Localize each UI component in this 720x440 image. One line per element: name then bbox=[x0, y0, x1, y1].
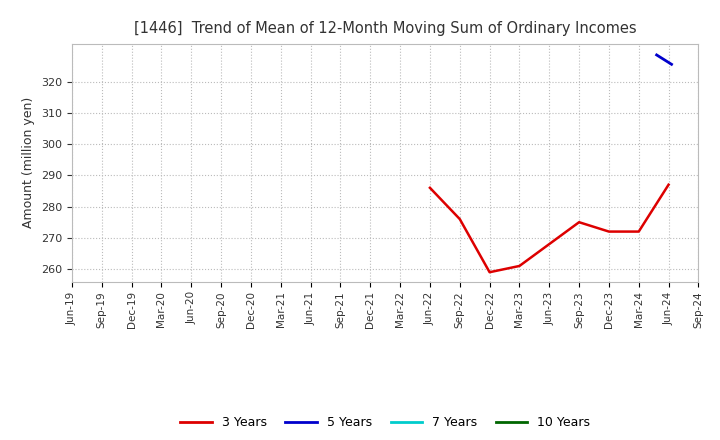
Y-axis label: Amount (million yen): Amount (million yen) bbox=[22, 97, 35, 228]
Legend: 3 Years, 5 Years, 7 Years, 10 Years: 3 Years, 5 Years, 7 Years, 10 Years bbox=[176, 411, 595, 434]
Title: [1446]  Trend of Mean of 12-Month Moving Sum of Ordinary Incomes: [1446] Trend of Mean of 12-Month Moving … bbox=[134, 21, 636, 36]
